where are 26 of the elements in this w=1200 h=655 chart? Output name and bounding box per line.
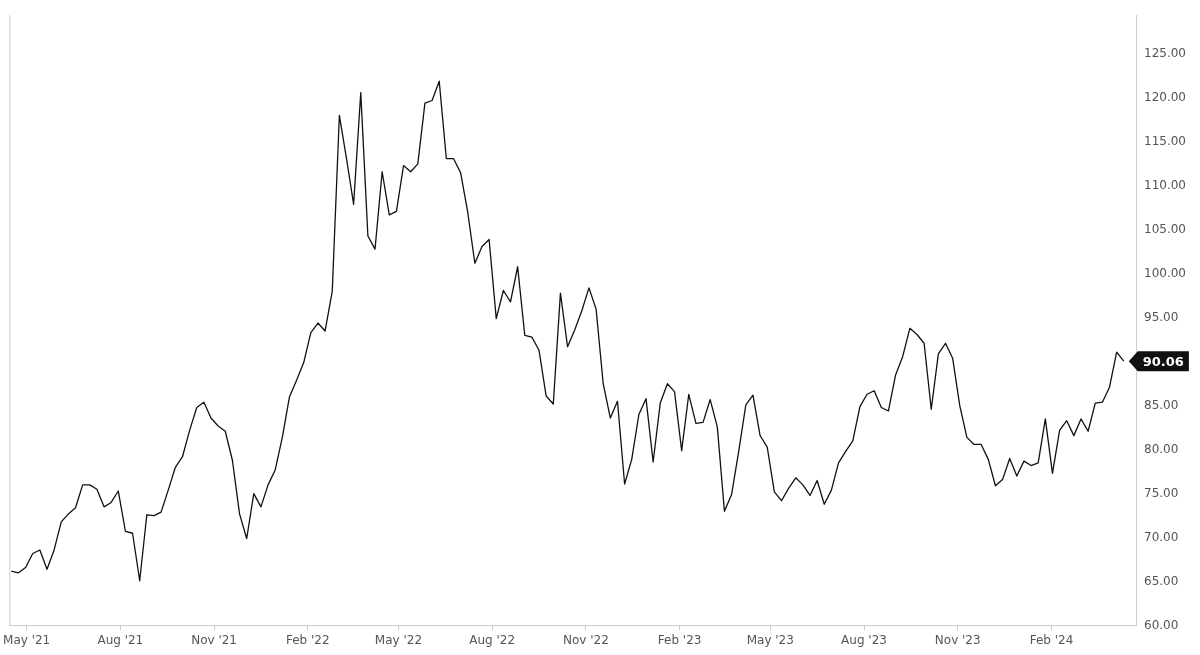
y-tick-label: 80.00 <box>1144 441 1179 456</box>
y-tick-label: 120.00 <box>1144 90 1186 104</box>
y-tick-label: 95.00 <box>1144 309 1179 324</box>
y-tick-label: 85.00 <box>1144 397 1179 412</box>
x-tick-label: Nov '21 <box>191 632 237 647</box>
data-label: 90.06 <box>1142 353 1184 369</box>
y-tick-label: 110.00 <box>1144 177 1186 192</box>
y-tick-label: 75.00 <box>1144 485 1179 500</box>
x-tick-label: May '21 <box>3 632 51 647</box>
x-tick-label: Feb '23 <box>657 632 702 647</box>
x-tick-label: May '22 <box>374 632 423 647</box>
x-tick-label: May '23 <box>746 632 794 647</box>
x-tick-label: Feb '24 <box>1029 632 1074 647</box>
x-tick-label: Feb '22 <box>285 632 330 647</box>
x-tick-label: Nov '22 <box>562 632 609 647</box>
y-tick-label: 125.00 <box>1144 46 1186 61</box>
y-tick-label: 65.00 <box>1144 573 1179 588</box>
x-tick-label: Nov '23 <box>934 632 981 647</box>
x-tick-label: Aug '22 <box>469 632 516 647</box>
x-tick-label: Aug '23 <box>841 632 887 647</box>
y-tick-label: 60.00 <box>1144 617 1179 632</box>
y-tick-label: 105.00 <box>1144 221 1186 236</box>
y-tick-label: 70.00 <box>1144 529 1179 544</box>
y-tick-label: 100.00 <box>1144 265 1186 280</box>
x-tick-label: Aug '21 <box>97 632 144 647</box>
y-tick-label: 115.00 <box>1144 133 1186 148</box>
